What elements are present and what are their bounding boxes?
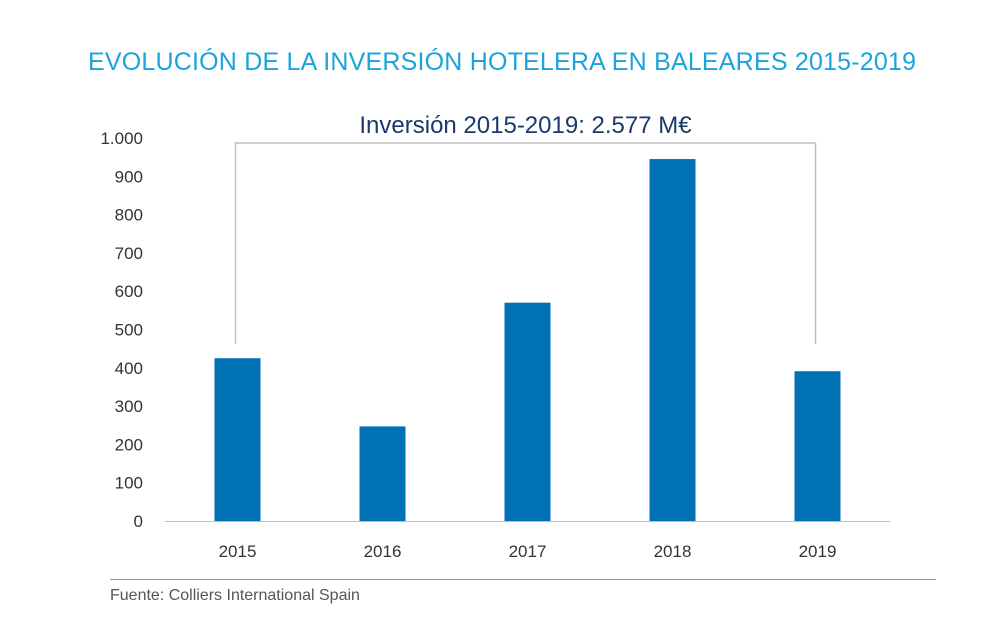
bar-2019	[794, 371, 841, 521]
footer-divider	[110, 579, 936, 580]
bar-2018	[649, 159, 696, 521]
y-tick-label: 100	[115, 474, 143, 493]
bar-2017	[504, 302, 551, 521]
x-tick-label: 2019	[799, 542, 837, 561]
bar-2016	[359, 426, 406, 521]
y-tick-label: 300	[115, 397, 143, 416]
y-tick-label: 500	[115, 321, 143, 340]
bar-2015	[214, 358, 261, 521]
y-axis: 0 100 200 300 400 500 600 700 800 900 1.000	[100, 129, 143, 531]
source-note: Fuente: Colliers International Spain	[110, 587, 360, 604]
bars	[214, 159, 841, 521]
x-axis: 2015 2016 2017 2018 2019	[165, 521, 890, 561]
bracket-line	[234, 142, 817, 344]
y-tick-label: 900	[115, 167, 143, 186]
x-tick-label: 2018	[654, 542, 692, 561]
x-tick-label: 2016	[364, 542, 402, 561]
y-tick-label: 1.000	[100, 129, 143, 148]
y-tick-label: 200	[115, 435, 143, 454]
x-tick-label: 2017	[509, 542, 547, 561]
y-tick-label: 600	[115, 282, 143, 301]
y-tick-label: 400	[115, 359, 143, 378]
x-tick-label: 2015	[219, 542, 257, 561]
total-annotation: Inversión 2015-2019: 2.577 M€	[359, 112, 692, 139]
total-bracket	[234, 142, 817, 344]
y-tick-label: 0	[134, 512, 143, 531]
y-tick-label: 800	[115, 206, 143, 225]
chart-title: EVOLUCIÓN DE LA INVERSIÓN HOTELERA EN BA…	[88, 48, 917, 76]
y-tick-label: 700	[115, 244, 143, 263]
